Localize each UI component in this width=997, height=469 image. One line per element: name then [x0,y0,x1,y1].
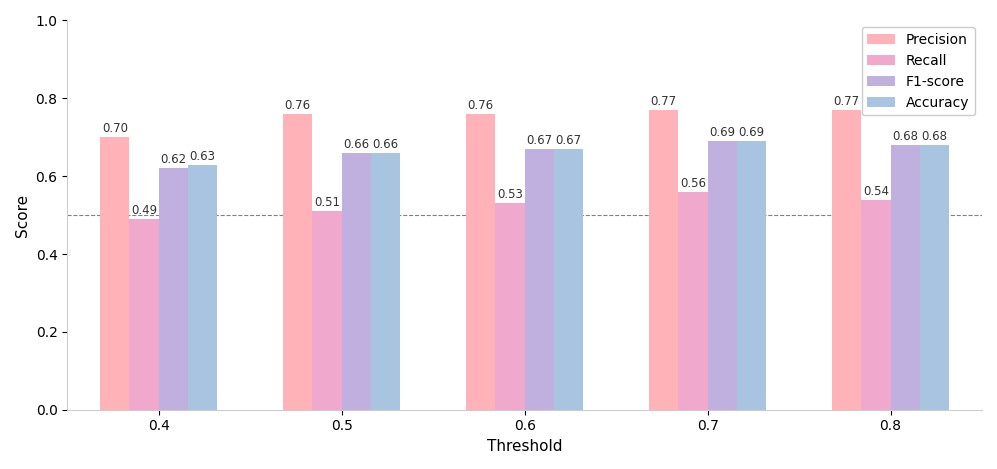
X-axis label: Threshold: Threshold [487,439,562,454]
Text: 0.62: 0.62 [161,153,186,166]
Text: 0.68: 0.68 [892,130,918,143]
Bar [342,153,371,410]
Bar [890,145,920,410]
Bar [159,168,188,410]
Text: 0.66: 0.66 [343,138,370,151]
Bar [678,192,708,410]
Text: 0.77: 0.77 [651,95,677,108]
Bar [188,165,217,410]
Bar [496,204,524,410]
Text: 0.49: 0.49 [131,204,158,217]
Text: 0.68: 0.68 [921,130,947,143]
Text: 0.76: 0.76 [468,99,494,112]
Y-axis label: Score: Score [15,194,30,237]
Text: 0.66: 0.66 [373,138,399,151]
Text: 0.77: 0.77 [833,95,859,108]
Text: 0.54: 0.54 [862,185,889,197]
Text: 0.51: 0.51 [314,196,340,209]
Legend: Precision, Recall, F1-score, Accuracy: Precision, Recall, F1-score, Accuracy [861,28,975,115]
Text: 0.53: 0.53 [498,189,523,202]
Bar [831,110,861,410]
Bar [920,145,949,410]
Bar [312,211,342,410]
Bar [861,199,890,410]
Bar [554,149,583,410]
Bar [283,114,312,410]
Bar [524,149,554,410]
Text: 0.69: 0.69 [739,126,765,139]
Text: 0.76: 0.76 [285,99,311,112]
Bar [708,141,737,410]
Bar [371,153,400,410]
Bar [130,219,159,410]
Text: 0.69: 0.69 [709,126,735,139]
Bar [649,110,678,410]
Text: 0.56: 0.56 [680,177,706,190]
Text: 0.63: 0.63 [189,150,215,163]
Bar [737,141,766,410]
Bar [101,137,130,410]
Text: 0.67: 0.67 [555,134,581,147]
Text: 0.70: 0.70 [102,122,128,136]
Bar [466,114,496,410]
Text: 0.67: 0.67 [526,134,552,147]
